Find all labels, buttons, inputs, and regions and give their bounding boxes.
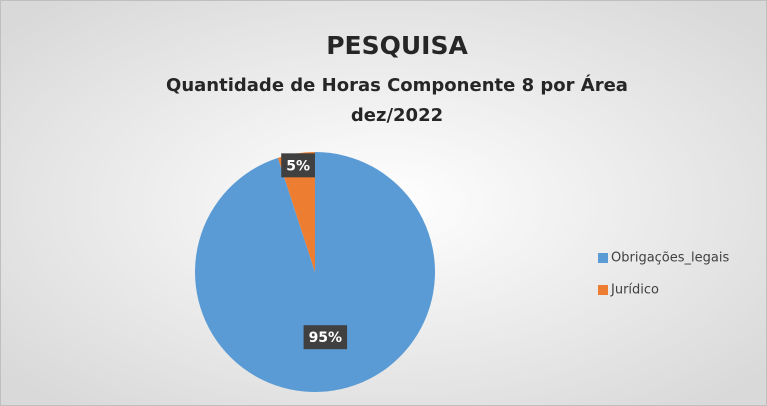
chart-subtitle: Quantidade de Horas Componente 8 por Áre… <box>166 74 628 96</box>
legend-swatch <box>598 285 608 295</box>
pie-slice <box>277 152 315 272</box>
data-label-box <box>303 325 348 350</box>
legend-label: Jurídico <box>610 283 659 298</box>
data-label: 95% <box>309 330 343 346</box>
data-label: 5% <box>286 158 310 174</box>
data-label-box <box>281 153 315 178</box>
legend-label: Obrigações_legais <box>611 251 729 266</box>
pie-slice <box>195 152 436 392</box>
legend-swatch <box>598 253 608 263</box>
chart-subtitle: dez/2022 <box>351 105 443 126</box>
chart-title: PESQUISA <box>326 31 468 60</box>
